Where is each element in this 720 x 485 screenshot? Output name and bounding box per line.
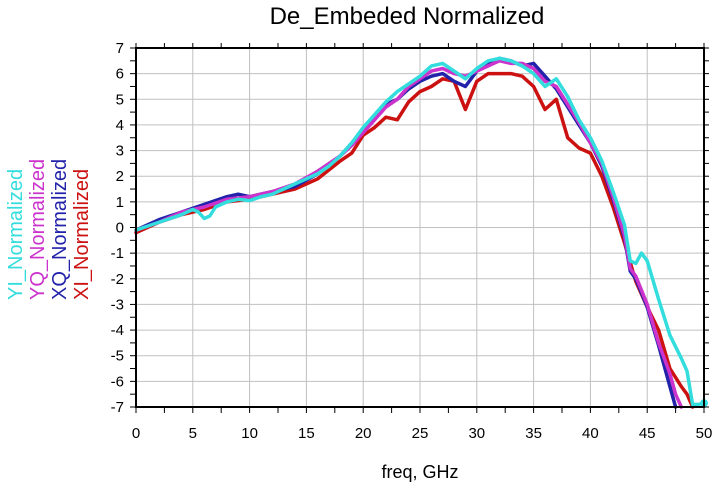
x-tick-label: 15 [298,425,315,442]
chart-title: De_Embeded Normalized [270,3,545,30]
y-tick-label: -3 [111,296,124,313]
x-tick-label: 0 [132,425,140,442]
y-tick-labels: 7 6 5 4 3 2 1 0 -1 -2 -3 -4 -5 -6 -7 [111,40,124,416]
y-tick-label: 4 [116,117,124,134]
legend-label-xq-normalized: XQ_Normalized [49,159,71,300]
x-tick-label: 45 [639,425,656,442]
series-line-xi-normalized [134,71,695,409]
y-tick-label: 7 [116,40,124,57]
legend-label-yq-normalized: YQ_Normalized [27,159,49,300]
x-tick-label: 20 [355,425,372,442]
ticks [130,43,709,413]
y-tick-label: 0 [116,220,124,237]
series-line-xq-normalized [134,56,678,409]
y-tick-label: -2 [111,271,124,288]
y-tick-label: -4 [111,322,124,339]
series-layer [134,56,708,409]
x-tick-label: 30 [468,425,485,442]
x-tick-label: 50 [696,425,713,442]
x-tick-labels: 0 5 10 15 20 25 30 35 40 45 50 [132,425,713,442]
legend: YI_Normalized YQ_Normalized XQ_Normalized X… [5,159,93,300]
y-tick-label: -5 [111,348,124,365]
y-tick-label: -7 [111,399,124,416]
y-tick-label: -1 [111,245,124,262]
x-tick-label: 10 [241,425,258,442]
series-line-yq-normalized [134,59,684,409]
y-tick-label: 6 [116,66,124,83]
x-axis-label: freq, GHz [381,462,458,482]
x-tick-label: 40 [582,425,599,442]
series-line-yi-normalized [134,56,706,407]
y-tick-label: 2 [116,168,124,185]
y-tick-label: 3 [116,143,124,160]
x-tick-label: 5 [189,425,197,442]
legend-label-yi-normalized: YI_Normalized [5,169,27,300]
x-tick-label: 35 [525,425,542,442]
y-tick-label: 5 [116,91,124,108]
y-tick-label: 1 [116,194,124,211]
x-tick-label: 25 [412,425,429,442]
y-tick-label: -6 [111,373,124,390]
legend-label-xi-normalized: XI_Normalized [71,169,93,300]
